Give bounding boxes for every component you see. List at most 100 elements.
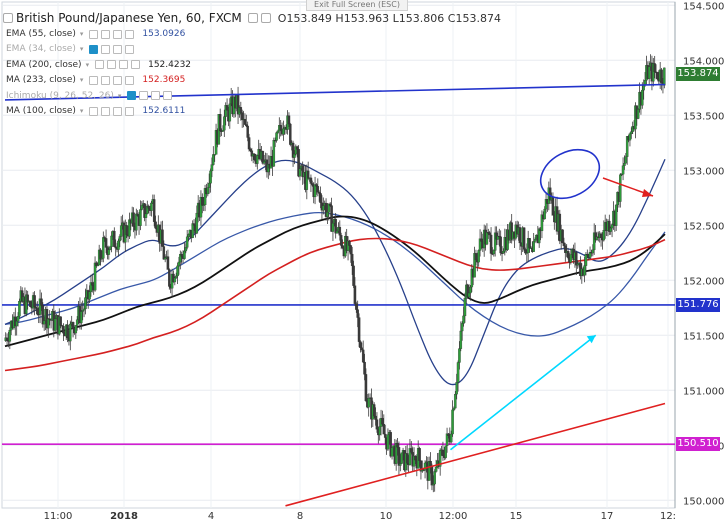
close-icon[interactable]	[125, 106, 135, 116]
source-icon[interactable]	[139, 91, 149, 101]
chevron-down-icon[interactable]: ▾	[85, 60, 90, 69]
candle-body	[327, 203, 331, 213]
x-tick-label: 11:00	[44, 511, 73, 522]
y-tick-label: 152.500	[683, 221, 724, 232]
close-icon[interactable]	[125, 75, 135, 85]
indicator-row[interactable]: MA (100, close) ▾ 152.6111	[6, 104, 185, 118]
candle-body	[375, 419, 379, 430]
indicator-label: EMA (34, close)	[6, 44, 76, 55]
chevron-down-icon[interactable]: ▾	[79, 30, 84, 38]
candle-body	[524, 249, 527, 254]
cyan-arrow-head	[586, 335, 596, 344]
candle-body	[447, 433, 450, 436]
source-icon[interactable]	[101, 44, 111, 54]
indicator-value: 153.0926	[142, 29, 186, 39]
candle-body	[311, 183, 314, 186]
candle-body	[91, 282, 94, 286]
trendline[interactable]	[4, 83, 666, 101]
settings-icon[interactable]	[89, 106, 99, 116]
chevron-down-icon[interactable]: ▾	[79, 76, 84, 85]
candle-body	[262, 161, 266, 164]
settings-icon[interactable]	[89, 29, 99, 39]
candle-body	[224, 105, 227, 117]
candle-body	[326, 212, 329, 217]
ellipse-annotation[interactable]	[532, 140, 607, 208]
candle-body	[460, 323, 464, 332]
candle-body	[147, 205, 150, 209]
candle-body	[331, 223, 335, 232]
candle-body	[540, 214, 544, 232]
settings-icon[interactable]	[89, 75, 99, 85]
candle-body	[5, 337, 9, 341]
indicator-row[interactable]: MA (233, close) ▾ 152.3695	[6, 73, 185, 87]
candle-body	[42, 320, 46, 325]
candle-body	[569, 254, 573, 263]
indicator-label: EMA (200, close)	[6, 59, 82, 70]
candle-body	[642, 85, 645, 91]
indicator-row[interactable]: EMA (55, close) ▾ 153.0926	[6, 27, 185, 41]
candle-body	[239, 107, 243, 113]
candle-body	[319, 193, 322, 203]
source-icon[interactable]	[101, 106, 111, 116]
candle-body	[625, 136, 629, 157]
candle-body	[386, 434, 390, 450]
candle-body	[245, 124, 248, 127]
close-icon[interactable]	[131, 60, 141, 70]
chevron-down-icon[interactable]: ▾	[79, 45, 84, 54]
visibility-icon[interactable]	[151, 91, 161, 101]
candle-body	[316, 186, 320, 193]
visibility-icon[interactable]	[113, 75, 123, 85]
visibility-icon[interactable]	[113, 106, 123, 116]
candle-body	[110, 235, 113, 247]
trendline[interactable]	[450, 334, 597, 451]
candle-body	[400, 452, 403, 464]
close-icon[interactable]	[125, 44, 135, 54]
visibility-icon[interactable]	[113, 44, 123, 54]
source-icon[interactable]	[101, 29, 111, 39]
close-icon[interactable]	[125, 29, 135, 39]
candle-body	[139, 209, 142, 226]
close-icon[interactable]	[163, 91, 173, 101]
candle-body	[647, 66, 651, 79]
visibility-icon[interactable]	[113, 29, 123, 39]
symbol-header: British Pound/Japanese Yen, 60, FXCM O15…	[3, 10, 501, 26]
candle-body	[663, 67, 666, 86]
exit-fullscreen-button[interactable]: Exit Full Screen (ESC)	[306, 0, 408, 11]
candle-body	[434, 466, 438, 472]
eye-icon[interactable]	[127, 91, 137, 101]
indicator-row[interactable]: EMA (200, close) ▾ 152.4232	[6, 58, 191, 72]
candle-body	[29, 301, 32, 307]
candle-body	[364, 374, 368, 401]
collapse-toggle-icon[interactable]	[3, 13, 13, 23]
candle-body	[656, 72, 659, 79]
settings-square-icon[interactable]	[247, 13, 258, 23]
indicator-row[interactable]: EMA (34, close) ▾	[6, 42, 137, 56]
eye-icon[interactable]	[89, 44, 99, 54]
visibility-icon[interactable]	[119, 60, 129, 70]
candle-body	[279, 125, 282, 130]
candle-body	[624, 156, 628, 164]
candle-body	[176, 265, 179, 277]
candle-body	[353, 285, 357, 304]
x-tick-label: 12:	[660, 511, 676, 522]
candle-body	[47, 318, 50, 329]
candle-body	[59, 316, 62, 326]
candle-body	[363, 361, 366, 375]
x-tick-label: 8	[297, 511, 303, 522]
visibility-square-icon[interactable]	[260, 13, 271, 23]
y-tick-label: 153.500	[683, 111, 724, 122]
candle-body	[528, 238, 531, 249]
settings-icon[interactable]	[95, 60, 105, 70]
candle-body	[378, 426, 381, 436]
source-icon[interactable]	[101, 75, 111, 85]
source-icon[interactable]	[107, 60, 117, 70]
candle-body	[341, 245, 344, 248]
candle-body	[201, 196, 204, 206]
candle-body	[69, 323, 72, 342]
indicator-row[interactable]: Ichimoku (9, 26, 52, 26) ▾	[6, 89, 175, 103]
trendline[interactable]	[285, 402, 666, 507]
chevron-down-icon[interactable]: ▾	[117, 91, 122, 100]
chevron-down-icon[interactable]: ▾	[79, 107, 84, 115]
candle-body	[445, 433, 449, 446]
